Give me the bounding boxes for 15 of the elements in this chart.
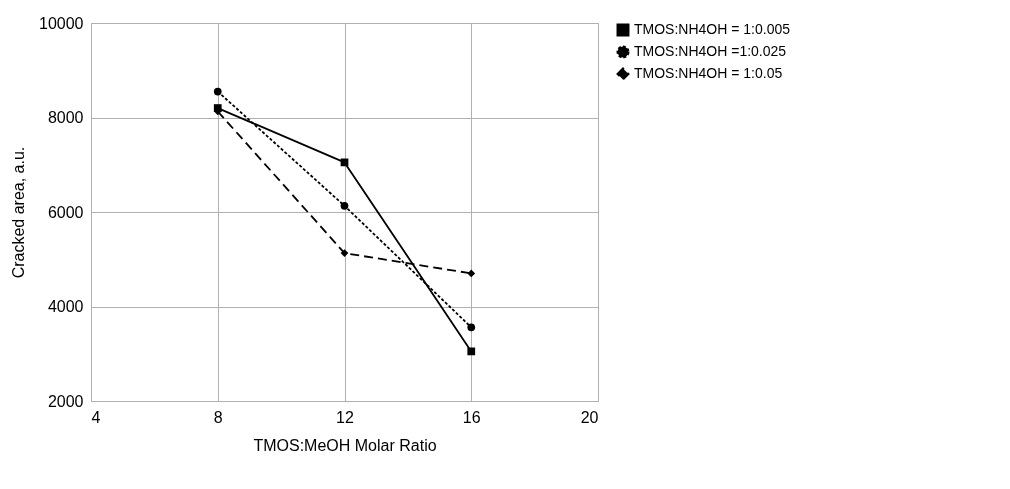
x-tick-label: 4 — [91, 408, 101, 426]
y-tick-label: 8000 — [47, 109, 84, 126]
x-tick-label: 20 — [580, 408, 599, 426]
x-tick-label: 12 — [336, 408, 354, 426]
y-tick-label: 4000 — [47, 298, 84, 315]
y-tick-label: 2000 — [47, 392, 84, 410]
x-tick-label: 8 — [213, 408, 223, 426]
x-tick-label: 16 — [462, 408, 481, 426]
y-tick-label: 10000 — [39, 14, 84, 32]
legend-label: TMOS:NH4OH = 1:0.05 — [634, 65, 783, 81]
x-axis-title: TMOS:MeOH Molar Ratio — [253, 436, 437, 454]
legend-label: TMOS:NH4OH =1:0.025 — [634, 43, 787, 59]
y-axis-title: Cracked area, a.u. — [10, 146, 28, 279]
legend-label: TMOS:NH4OH = 1:0.005 — [634, 21, 791, 37]
y-tick-label: 6000 — [47, 203, 84, 221]
